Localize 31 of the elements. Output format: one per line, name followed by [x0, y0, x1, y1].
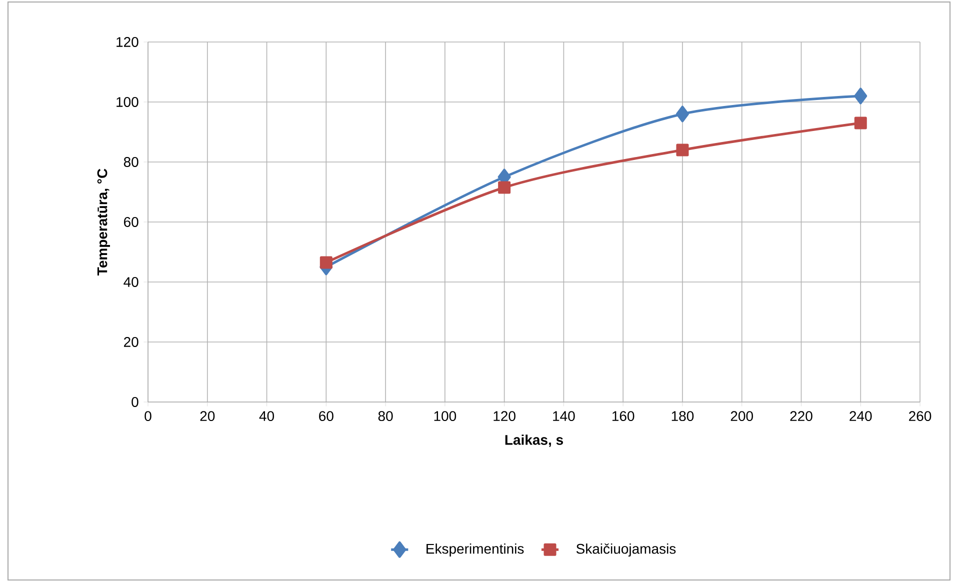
point	[320, 256, 332, 269]
x-tick-label: 200	[730, 411, 753, 422]
x-tick-label: 260	[909, 411, 932, 422]
y-tick-label: 0	[132, 397, 138, 407]
y-axis-title: Temperatūra, °C	[97, 168, 110, 276]
point	[676, 106, 689, 122]
x-tick-label: 140	[553, 411, 575, 422]
x-tick-label: 180	[672, 411, 694, 422]
y-tick-label: 100	[116, 97, 138, 107]
x-tick-label: 20	[200, 411, 215, 422]
x-tick-label: 220	[790, 411, 812, 422]
point	[676, 144, 689, 156]
y-tick-label: 120	[116, 37, 138, 47]
x-tick-label: 0	[144, 411, 152, 422]
point	[498, 181, 511, 194]
x-tick-label: 160	[612, 411, 634, 422]
x-tick-label: 100	[434, 411, 456, 422]
y-tick-label: 40	[124, 277, 138, 287]
y-tick-label: 20	[124, 337, 138, 347]
x-tick-label: 60	[319, 411, 334, 422]
legend-label: Eksperimentinis	[426, 543, 524, 557]
legend-label: Skaičiuojamasis	[576, 543, 676, 557]
x-tick-label: 240	[850, 411, 872, 422]
x-tick-label: 120	[494, 411, 516, 422]
y-tick-label: 80	[124, 157, 138, 167]
x-axis-title: Laikas, s	[505, 434, 563, 447]
point	[854, 88, 868, 104]
point	[854, 116, 867, 130]
x-tick-label: 40	[259, 411, 274, 422]
y-tick-label: 60	[124, 217, 138, 227]
x-tick-label: 80	[378, 411, 393, 422]
